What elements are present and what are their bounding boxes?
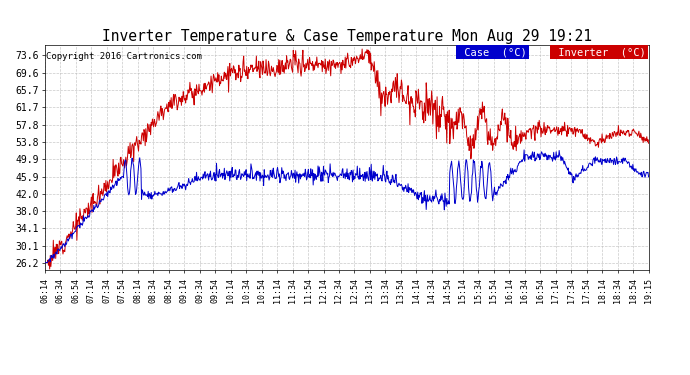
Title: Inverter Temperature & Case Temperature Mon Aug 29 19:21: Inverter Temperature & Case Temperature … bbox=[101, 29, 592, 44]
Text: Case  (°C): Case (°C) bbox=[458, 47, 527, 57]
Text: Copyright 2016 Cartronics.com: Copyright 2016 Cartronics.com bbox=[46, 52, 202, 61]
Text: Inverter  (°C): Inverter (°C) bbox=[552, 47, 646, 57]
